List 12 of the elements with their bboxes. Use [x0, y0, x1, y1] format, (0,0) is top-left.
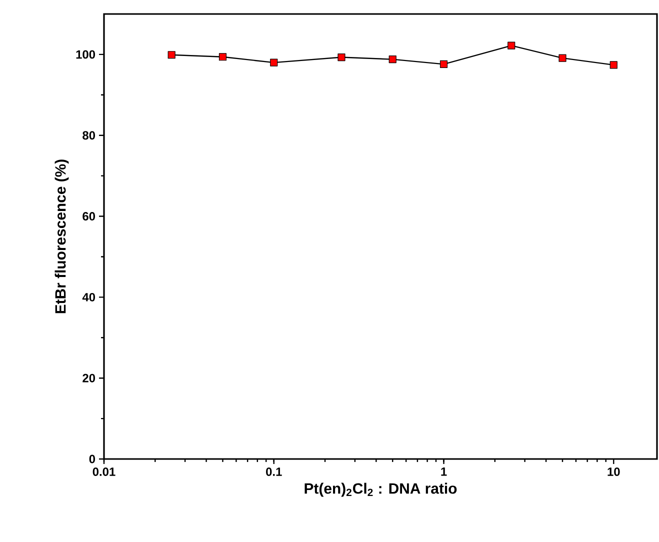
y-tick-label: 40 — [82, 292, 96, 302]
y-tick-label: 100 — [76, 50, 95, 59]
x-tick-label: 1 — [441, 468, 447, 476]
y-tick-label: 80 — [82, 131, 96, 140]
y-tick-label: 60 — [82, 212, 96, 220]
x-tick-label: 10 — [608, 468, 620, 476]
y-tick-label: 20 — [82, 374, 96, 382]
x-axis-title: Pt(en)$_{2}$Cl$_{2}$ : DNA ratio — [304, 482, 457, 497]
y-axis-title: EtBr fluorescence (%) — [54, 160, 69, 314]
x-tick-label: 0.01 — [92, 468, 116, 476]
x-tick-label: 0.1 — [266, 468, 282, 476]
y-tick-label: 0 — [89, 454, 96, 464]
